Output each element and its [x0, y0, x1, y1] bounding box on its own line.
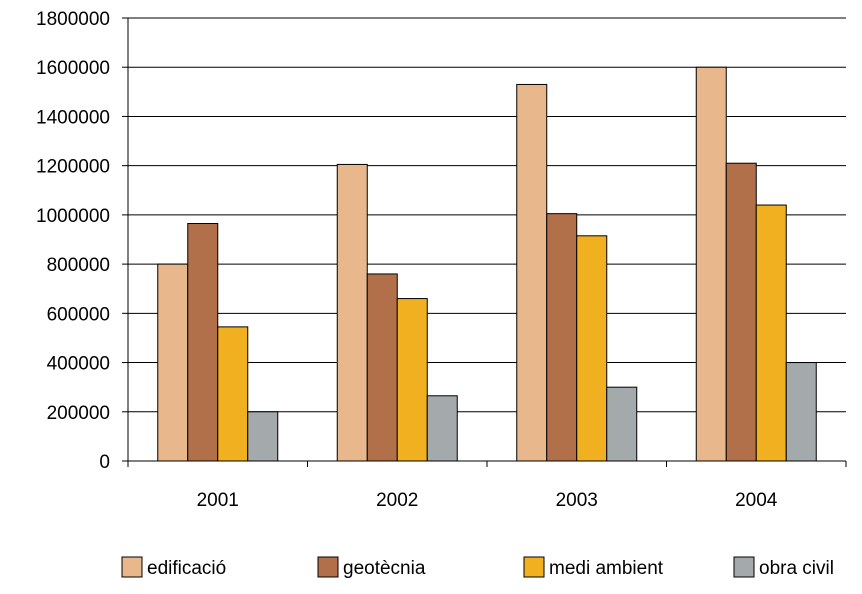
y-tick-label: 0: [99, 452, 110, 473]
legend-label: obra civil: [759, 558, 834, 579]
y-tick-label: 600000: [47, 304, 110, 325]
legend-swatch: [317, 556, 339, 578]
bar: [546, 213, 578, 462]
bar: [217, 326, 249, 462]
legend-swatch: [733, 556, 755, 578]
bar: [157, 263, 189, 462]
bars: [157, 66, 817, 462]
y-tick-label: 400000: [47, 354, 110, 375]
x-tick-label: 2002: [376, 490, 418, 511]
legend-label: medi ambient: [549, 558, 664, 579]
x-tick-label: 2003: [556, 490, 598, 511]
y-tick-label: 1600000: [36, 58, 110, 79]
y-tick-label: 1000000: [36, 206, 110, 227]
bar: [247, 411, 279, 462]
bar: [187, 223, 219, 462]
bar: [725, 162, 757, 462]
bar: [396, 298, 428, 462]
bar: [755, 204, 787, 462]
y-tick-label: 1800000: [36, 9, 110, 30]
legend-label: geotècnia: [343, 558, 426, 579]
legend-swatch: [523, 556, 545, 578]
y-tick-label: 200000: [47, 403, 110, 424]
legend-swatch: [121, 556, 143, 578]
bar: [366, 273, 398, 462]
x-tick-label: 2004: [735, 490, 778, 511]
legend-label: edificació: [147, 558, 226, 579]
bar: [336, 163, 368, 462]
bar: [785, 362, 817, 462]
y-tick-label: 1200000: [36, 157, 110, 178]
bar: [606, 386, 638, 462]
bar: [695, 66, 727, 462]
bar: [576, 235, 608, 462]
x-axis: 2001 2002 2003 2004: [127, 460, 847, 511]
y-axis: 0 200000 400000 600000 800000 1000000 1200000 1…: [36, 9, 129, 473]
bar: [516, 83, 548, 462]
x-tick-label: 2001: [197, 490, 239, 511]
y-tick-label: 800000: [47, 255, 110, 276]
legend: edificació geotècnia medi ambient obra civi…: [121, 556, 834, 579]
y-tick-label: 1400000: [36, 107, 110, 128]
bar: [426, 395, 458, 462]
